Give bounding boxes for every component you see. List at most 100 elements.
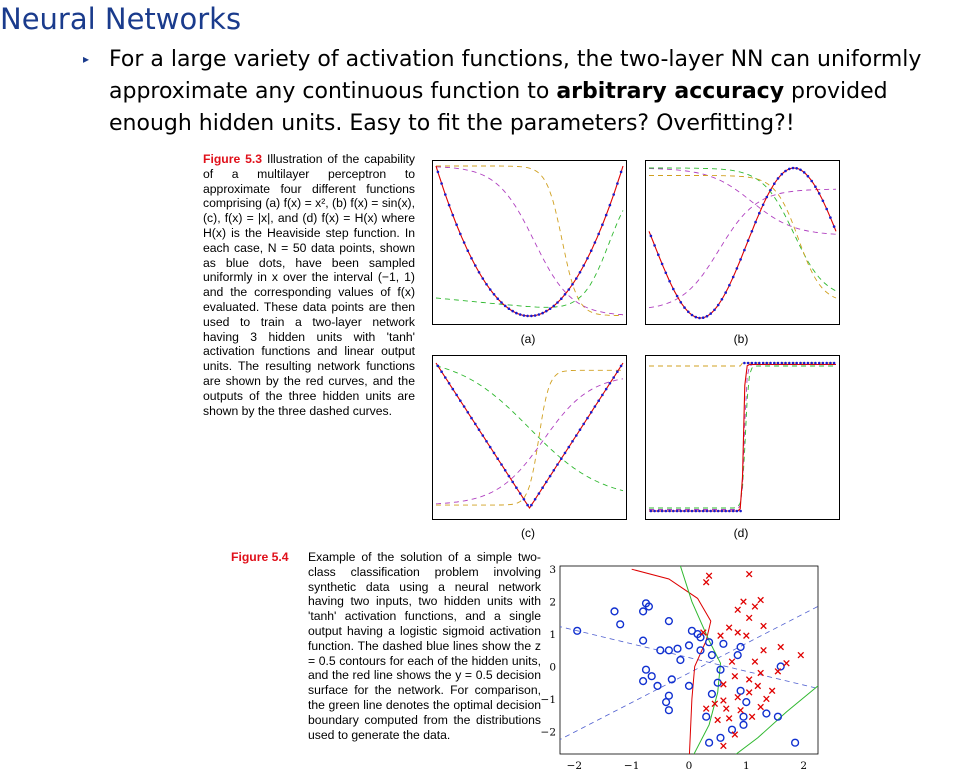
class-x-point-41 <box>827 647 833 653</box>
class-x-stroke-b-11 <box>743 632 750 639</box>
data-point-10 <box>687 310 690 314</box>
data-point-27 <box>537 313 541 316</box>
data-point-17 <box>500 463 503 466</box>
y-tick-label-1: 2 <box>549 597 556 609</box>
data-point-0 <box>649 509 653 513</box>
class-x-point-14 <box>777 643 784 651</box>
data-point-43 <box>810 361 813 365</box>
data-point-47 <box>612 193 615 196</box>
class-x-point-11 <box>743 632 750 639</box>
data-point-38 <box>578 428 582 431</box>
class-x-point-10 <box>734 629 741 636</box>
class-x-point-25 <box>754 682 762 690</box>
class-o-point-42 <box>762 709 771 718</box>
data-point-20 <box>724 291 727 294</box>
data-point-35 <box>567 445 571 449</box>
class-x-point-39 <box>731 731 739 738</box>
data-point-42 <box>593 241 597 244</box>
data-point-43 <box>810 179 813 183</box>
data-point-11 <box>690 509 694 513</box>
bullet-text-post: provided enough hidden units. Easy to fi… <box>109 79 888 136</box>
data-point-43 <box>597 232 600 236</box>
class-x-point-36 <box>725 715 733 722</box>
class-x-stroke-b-22 <box>745 676 753 683</box>
figure-5-3-label: Figure 5.3 <box>203 152 263 166</box>
hidden-unit-1-curve <box>436 165 624 317</box>
network-output-curve <box>435 165 624 317</box>
class-x-stroke-b-1 <box>702 578 710 586</box>
data-point-8 <box>466 249 470 252</box>
data-point-30 <box>761 203 765 207</box>
network-decision-boundary <box>631 568 712 754</box>
hidden-unit-3-curve <box>649 364 836 510</box>
data-point-34 <box>776 361 780 365</box>
hidden-unit-3-curve <box>435 378 624 505</box>
figure-5-4-axes: −2 −1 0 1 2 3 2 1 0 −1 −2 <box>541 564 819 772</box>
data-point-6 <box>459 399 462 402</box>
figure-5-3-text: Illustration of the capability of a mult… <box>203 152 416 418</box>
data-point-32 <box>556 301 559 304</box>
class-x-stroke-b-38 <box>748 713 756 720</box>
hidden-unit-2-curve <box>435 365 624 492</box>
class-x-point-17 <box>728 658 736 665</box>
class-x-stroke-b-15 <box>760 647 767 654</box>
class-o-point-29 <box>664 691 673 700</box>
data-point-19 <box>720 509 724 513</box>
class-x-stroke-b-35 <box>757 703 764 711</box>
x-tick-label-0: −2 <box>567 760 582 772</box>
class-x-stroke-b-5 <box>751 603 759 610</box>
class-o-point-36 <box>742 698 751 707</box>
class-o-point-28 <box>684 681 694 691</box>
class-o-point-43 <box>773 712 783 721</box>
data-point-10 <box>687 509 690 513</box>
data-point-20 <box>511 309 514 313</box>
data-point-18 <box>716 509 720 513</box>
data-point-41 <box>589 411 593 414</box>
class-x-point-37 <box>714 716 721 724</box>
class-x-point-12 <box>717 632 724 639</box>
class-x-stroke-b-19 <box>783 659 790 667</box>
data-point-35 <box>780 361 784 365</box>
x-tick-label-3: 1 <box>743 760 750 772</box>
class-x-stroke-b-0 <box>705 572 713 579</box>
data-point-20 <box>724 509 727 513</box>
class-x-stroke-b-26 <box>768 687 776 695</box>
data-point-22 <box>518 492 522 495</box>
hidden-unit-1-curve <box>436 369 623 506</box>
class-x-stroke-b-7 <box>745 614 753 622</box>
class-x-point-27 <box>745 689 753 696</box>
class-x-point-31 <box>711 700 719 708</box>
data-point-7 <box>462 241 466 244</box>
data-point-24 <box>526 503 529 507</box>
data-point-1 <box>653 509 656 513</box>
data-point-46 <box>608 203 612 207</box>
data-point-45 <box>604 213 608 217</box>
data-point-33 <box>560 297 563 300</box>
data-point-36 <box>571 440 574 443</box>
class-x-point-32 <box>702 705 710 712</box>
data-point-16 <box>709 509 712 513</box>
class-x-stroke-b-30 <box>720 697 727 704</box>
data-point-45 <box>817 192 821 195</box>
class-o-point-19 <box>719 639 728 648</box>
data-point-40 <box>799 361 802 365</box>
y-tick-label-2: 1 <box>549 629 556 641</box>
class-o-point-44 <box>791 738 800 747</box>
data-point-42 <box>593 405 597 408</box>
class-o-point-15 <box>638 636 648 645</box>
class-x-point-16 <box>797 651 805 659</box>
data-point-19 <box>507 307 511 310</box>
data-point-12 <box>694 509 698 513</box>
data-point-21 <box>515 486 518 489</box>
figure-5-3-caption: Figure 5.3 Illustration of the capabilit… <box>203 152 415 418</box>
data-point-12 <box>694 315 698 319</box>
class-x-point-5 <box>751 603 759 610</box>
class-o-point-20 <box>736 642 745 652</box>
data-point-11 <box>477 428 481 431</box>
data-point-23 <box>735 509 739 513</box>
data-point-4 <box>451 387 455 391</box>
figure-5-4-text: Example of the solution of a simple two-… <box>308 550 541 742</box>
data-point-27 <box>750 361 754 365</box>
class-o-point-1 <box>610 607 619 616</box>
class-x-stroke-b-3 <box>740 598 747 605</box>
